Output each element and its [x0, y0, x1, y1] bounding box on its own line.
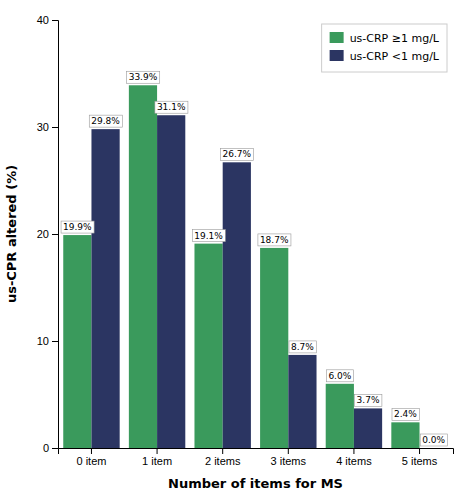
- legend-box: [322, 24, 447, 72]
- data-label-group: 2.4%: [392, 408, 419, 420]
- y-tick-label: 40: [37, 14, 49, 26]
- bar: [91, 129, 119, 448]
- data-label-group: 31.1%: [155, 101, 188, 113]
- data-label: 3.7%: [357, 395, 380, 405]
- bar: [63, 235, 91, 448]
- y-tick-mark: [52, 234, 58, 235]
- bar: [354, 408, 382, 448]
- data-label: 19.9%: [63, 222, 92, 232]
- y-tick-label: 0: [43, 442, 49, 454]
- data-labels: 19.9% 33.9% 19.1% 18.7% 6.0% 2.4% 29.8% 31.1% 26…: [61, 71, 447, 446]
- x-tick-mark: [91, 448, 92, 454]
- data-label-group: 29.8%: [89, 115, 122, 127]
- y-tick: 0: [43, 442, 58, 454]
- legend: us-CRP ≥1 mg/L us-CRP <1 mg/L: [322, 24, 447, 72]
- chart: 0 10 20 30 40 0 item 1 item 2 items 3 items 4 ite…: [0, 0, 467, 500]
- x-tick-mark: [288, 448, 289, 454]
- bar: [420, 448, 448, 449]
- bars: [63, 85, 419, 448]
- data-label: 8.7%: [291, 342, 314, 352]
- x-tick: 4 items: [336, 448, 372, 467]
- data-label-group: 8.7%: [289, 341, 316, 353]
- bar: [326, 384, 354, 448]
- data-label: 26.7%: [223, 149, 252, 159]
- data-label-box: [392, 408, 419, 420]
- bar: [260, 248, 288, 448]
- x-tick-label: 2 items: [205, 455, 241, 467]
- x-tick: 5 items: [402, 448, 438, 467]
- data-label-group: 0.0%: [420, 434, 447, 446]
- data-label: 0.0%: [422, 435, 445, 445]
- data-label-group: 18.7%: [258, 234, 291, 246]
- x-tick: 3 items: [271, 448, 307, 467]
- x-tick: 1 item: [142, 448, 172, 467]
- data-label-box: [289, 341, 316, 353]
- y-tick-mark: [52, 448, 58, 449]
- data-label: 33.9%: [129, 72, 158, 82]
- data-label: 31.1%: [157, 102, 186, 112]
- data-label-box: [192, 230, 225, 242]
- legend-swatch: [330, 32, 344, 43]
- data-label-box: [326, 370, 353, 382]
- y-tick: 40: [37, 14, 58, 26]
- x-tick-label: 0 item: [76, 455, 106, 467]
- y-axis-line: [52, 21, 59, 449]
- data-label-box: [221, 148, 254, 160]
- x-tick: 0 item: [76, 448, 106, 467]
- x-tick-mark: [157, 448, 158, 454]
- y-tick-label: 10: [37, 335, 49, 347]
- plot: 0 10 20 30 40 0 item 1 item 2 items 3 items 4 ite…: [37, 14, 454, 467]
- x-tick-label: 5 items: [402, 455, 438, 467]
- data-label-box: [89, 115, 122, 127]
- x-tick-label: 3 items: [271, 455, 307, 467]
- data-label-group: 3.7%: [355, 394, 382, 406]
- data-label-group: 26.7%: [221, 148, 254, 160]
- x-axis-line: [59, 449, 454, 455]
- x-tick-mark: [353, 448, 354, 454]
- legend-label: us-CRP ≥1 mg/L: [350, 32, 440, 45]
- y-tick-label: 30: [37, 121, 49, 133]
- bar: [391, 422, 419, 448]
- bar: [223, 162, 251, 448]
- data-label-box: [61, 221, 94, 233]
- bar: [129, 85, 157, 448]
- data-label: 19.1%: [194, 231, 223, 241]
- data-label-group: 33.9%: [127, 71, 160, 83]
- data-label: 29.8%: [91, 116, 120, 126]
- y-tick-mark: [52, 20, 58, 21]
- bar: [194, 244, 222, 448]
- y-tick: 10: [37, 335, 58, 347]
- data-label-box: [155, 101, 188, 113]
- legend-label: us-CRP <1 mg/L: [350, 50, 440, 63]
- x-axis-title: Number of items for MS: [168, 476, 343, 491]
- data-label-box: [127, 71, 160, 83]
- x-tick-mark: [222, 448, 223, 454]
- y-tick: 30: [37, 121, 58, 133]
- data-label: 6.0%: [328, 371, 351, 381]
- bar: [288, 355, 316, 448]
- data-label-box: [258, 234, 291, 246]
- y-tick: 20: [37, 228, 58, 240]
- x-tick-label: 1 item: [142, 455, 172, 467]
- data-label: 18.7%: [260, 235, 289, 245]
- y-axis: 0 10 20 30 40: [37, 14, 59, 454]
- y-tick-label: 20: [37, 228, 49, 240]
- data-label-group: 19.9%: [61, 221, 94, 233]
- y-tick-mark: [52, 127, 58, 128]
- data-label: 2.4%: [394, 409, 417, 419]
- y-tick-mark: [52, 341, 58, 342]
- x-axis: 0 item 1 item 2 items 3 items 4 items 5 items: [59, 448, 454, 467]
- x-tick-mark: [419, 448, 420, 454]
- data-label-group: 19.1%: [192, 230, 225, 242]
- y-axis-title: us-CPR altered (%): [4, 165, 19, 303]
- data-label-group: 6.0%: [326, 370, 353, 382]
- legend-swatch: [330, 50, 344, 61]
- data-label-box: [355, 394, 382, 406]
- x-tick: 2 items: [205, 448, 241, 467]
- data-label-box: [420, 434, 447, 446]
- x-tick-label: 4 items: [336, 455, 372, 467]
- bar: [157, 115, 185, 448]
